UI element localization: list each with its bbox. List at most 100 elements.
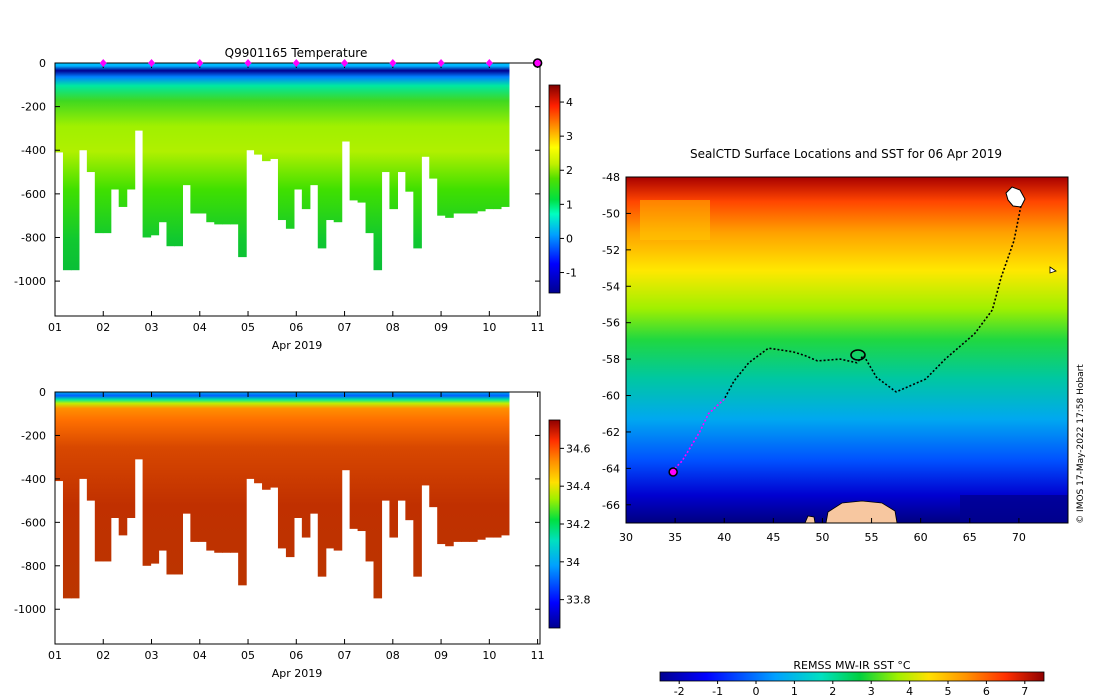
temperature-profile-column: [102, 63, 112, 234]
sst-colorbar: [659, 671, 1045, 682]
salinity-y-axis: 0 -200 -400 -600 -800 -1000: [14, 386, 540, 616]
temperature-colorbar-tick-label: -1: [566, 267, 577, 280]
temperature-x-tick-label: 07: [338, 321, 352, 334]
temperature-x-tick-label: 11: [531, 321, 545, 334]
temperature-profile-column: [293, 63, 303, 190]
temperature-x-axis: 01 02 03 04 05 06 07 08 09 10 11: [48, 63, 545, 334]
profile-marker: [292, 59, 300, 67]
temperature-profile-column: [55, 63, 64, 153]
temperature-panel: Q9901165 Temperature 01 02 03 04 05 06 07 08 09 1…: [14, 46, 577, 352]
salinity-y-tick-label: -200: [21, 429, 46, 442]
temperature-profile-column: [158, 63, 168, 223]
map-latitude-tick-label: -66: [602, 499, 620, 512]
salinity-profile-column: [158, 392, 168, 551]
salinity-colorbar-ticks: 33.8 34 34.2 34.4 34.6: [560, 442, 591, 607]
salinity-profile-column: [230, 392, 239, 553]
sst-colorbar-tick-label: 5: [945, 685, 952, 698]
salinity-x-tick-label: 04: [193, 649, 207, 662]
salinity-profile-column: [94, 392, 104, 562]
profile-marker: [244, 59, 252, 67]
temperature-profile-column: [126, 63, 136, 190]
salinity-profile-column: [365, 392, 375, 562]
salinity-profile-column: [437, 392, 446, 545]
temperature-profile-column: [285, 63, 295, 229]
salinity-profile-column: [134, 392, 144, 460]
map-longitude-tick-label: 35: [668, 531, 682, 544]
profile-marker: [389, 59, 397, 67]
temperature-x-tick-label: 08: [386, 321, 400, 334]
salinity-profile-column: [55, 392, 64, 482]
salinity-profile-column: [70, 392, 80, 599]
temperature-y-tick-label: 0: [39, 57, 46, 70]
temperature-profile-column: [365, 63, 375, 234]
sst-colorbar-tick-label: 3: [868, 685, 875, 698]
temperature-colorbar-tick-label: 1: [566, 198, 573, 211]
salinity-y-tick-label: -600: [21, 516, 46, 529]
salinity-colorbar-tick-label: 33.8: [566, 594, 591, 607]
temperature-profile-column: [325, 63, 335, 221]
temperature-profile-column: [78, 63, 88, 151]
salinity-y-tick-label: -400: [21, 473, 46, 486]
sst-colorbar-tick-label: 1: [791, 685, 798, 698]
salinity-profile-column: [445, 392, 454, 547]
temperature-profile-column: [317, 63, 327, 249]
salinity-profile-column: [190, 392, 199, 542]
salinity-profile-column: [500, 392, 510, 536]
imos-credit: © IMOS 17-May-2022 17:58 Hobart: [1076, 364, 1086, 524]
salinity-profile-column: [421, 392, 430, 486]
salinity-profile-column: [492, 392, 502, 538]
temperature-profile-column: [134, 63, 144, 131]
map-longitude-tick-label: 30: [619, 531, 633, 544]
salinity-profile-column: [429, 392, 438, 508]
map-longitude-tick-label: 55: [865, 531, 879, 544]
temperature-profile-column: [397, 63, 406, 173]
small-land: [804, 515, 816, 523]
temperature-profile-column: [500, 63, 510, 207]
temperature-profile-column: [190, 63, 199, 214]
temperature-profile-column: [222, 63, 231, 225]
temperature-profile-column: [269, 63, 279, 159]
map-latitude-tick-label: -48: [602, 171, 620, 184]
sst-colorbar-ticks: -2 -1 0 1 2 3 4 5 6 7: [674, 681, 1028, 698]
temperature-profiles: [55, 63, 510, 271]
salinity-profile-column: [309, 392, 319, 514]
temperature-x-label: Apr 2019: [272, 339, 323, 352]
salinity-x-tick-label: 11: [531, 649, 545, 662]
salinity-profile-column: [341, 392, 351, 471]
map-longitude-axis: 30 35 40 45 50 55 60 65 70: [619, 518, 1026, 544]
salinity-profile-column: [469, 392, 478, 542]
salinity-profile-column: [357, 392, 367, 532]
temperature-x-tick-label: 10: [482, 321, 496, 334]
salinity-profile-column: [325, 392, 335, 549]
temperature-y-tick-label: -400: [21, 144, 46, 157]
salinity-profile-column: [285, 392, 295, 558]
salinity-profile-column: [222, 392, 231, 553]
temperature-y-tick-label: -200: [21, 101, 46, 114]
salinity-colorbar: [548, 419, 561, 629]
profile-marker: [196, 59, 204, 67]
temperature-profile-column: [405, 63, 414, 192]
salinity-profile-column: [62, 392, 72, 599]
temperature-profile-column: [198, 63, 207, 214]
salinity-profile-column: [182, 392, 191, 514]
salinity-profile-column: [317, 392, 327, 577]
salinity-profile-column: [150, 392, 160, 564]
map-latitude-tick-label: -54: [602, 280, 620, 293]
temperature-profile-column: [277, 63, 287, 221]
salinity-x-tick-label: 08: [386, 649, 400, 662]
temperature-profile-column: [230, 63, 239, 225]
salinity-panel: 01 02 03 04 05 06 07 08 09 10 11 0 -200 -400 -600 -800…: [14, 386, 590, 680]
salinity-profile-column: [453, 392, 462, 542]
salinity-profile-column: [277, 392, 287, 549]
salinity-profile-column: [238, 392, 247, 586]
antarctic-land: [825, 500, 898, 523]
sst-deep-cold-region: [960, 495, 1068, 523]
salinity-profile-column: [484, 392, 494, 538]
map-longitude-tick-label: 40: [717, 531, 731, 544]
temperature-profile-column: [341, 63, 351, 142]
salinity-profile-column: [349, 392, 359, 529]
sst-colorbar-tick-label: 0: [753, 685, 760, 698]
map-latitude-tick-label: -60: [602, 390, 620, 403]
temperature-y-tick-label: -1000: [14, 275, 46, 288]
sst-colorbar-tick-label: 2: [829, 685, 836, 698]
